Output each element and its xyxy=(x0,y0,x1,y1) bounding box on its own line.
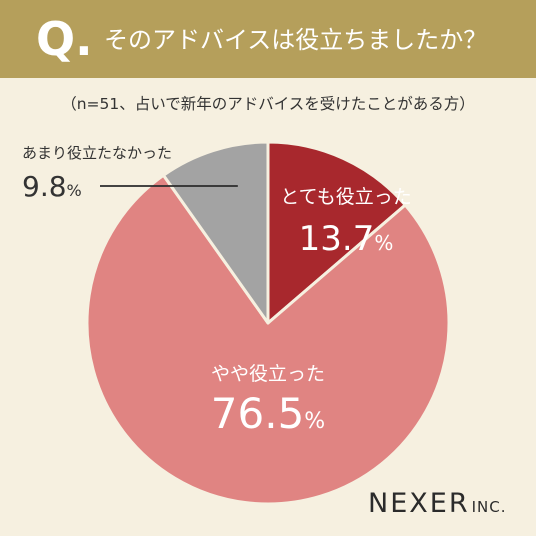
slice-value-somewhat-helpful: 76.5% xyxy=(211,389,325,438)
question-header: Q. そのアドバイスは役立ちましたか？ xyxy=(0,0,536,78)
slice-label-not-very-helpful: あまり役立たなかった xyxy=(22,144,172,162)
pie-slice-not-very-helpful xyxy=(161,140,270,325)
pie-slice-somewhat-helpful xyxy=(85,173,451,506)
brand-suffix: INC. xyxy=(471,498,507,516)
question-title: そのアドバイスは役立ちましたか？ xyxy=(104,26,488,54)
slice-value-not-very-helpful: 9.8% xyxy=(22,170,82,203)
pie-slice-very-helpful xyxy=(266,140,407,325)
slice-label-very-helpful: とても役立った xyxy=(280,186,411,208)
q-mark: Q. xyxy=(36,12,93,66)
slice-label-somewhat-helpful: やや役立った xyxy=(211,363,325,385)
brand-name: NEXER xyxy=(368,488,470,519)
brand-logo: NEXER INC. xyxy=(368,488,506,519)
slice-value-very-helpful: 13.7% xyxy=(299,219,394,259)
sample-note: （n=51、占いで新年のアドバイスを受けたことがある方） xyxy=(61,95,475,113)
